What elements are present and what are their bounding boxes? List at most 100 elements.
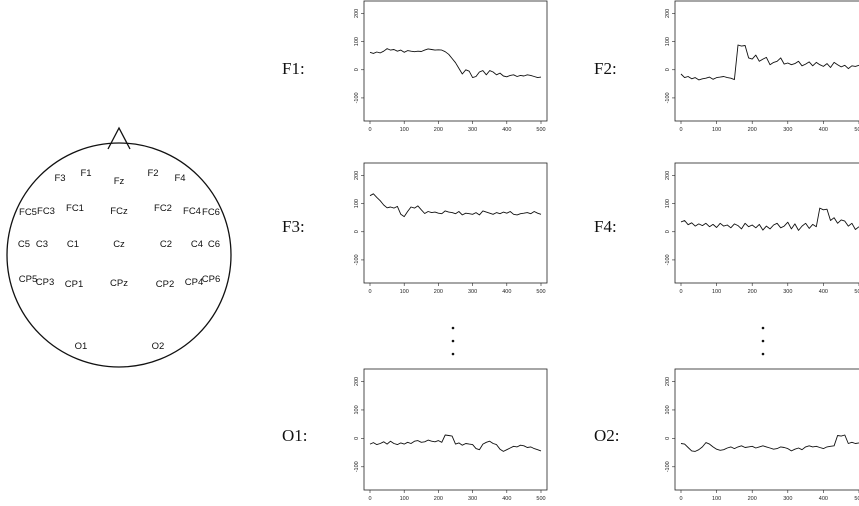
x-tick-label: 0 xyxy=(679,496,682,502)
x-tick-label: 300 xyxy=(783,289,792,295)
channel-plot-f2: F2: -100 0 100 200 0 100 200 300 400 500 xyxy=(594,1,859,133)
x-tick-label: 200 xyxy=(748,127,757,133)
x-tick-label: 400 xyxy=(502,289,511,295)
electrode-label-cp6: CP6 xyxy=(202,274,220,285)
electrode-label-fc1: FC1 xyxy=(66,203,84,214)
electrode-label-fc4: FC4 xyxy=(183,206,201,217)
ellipsis-dot xyxy=(762,340,765,343)
x-tick-label: 100 xyxy=(400,496,409,502)
plot-frame xyxy=(364,369,547,490)
y-tick-label: -100 xyxy=(354,254,360,265)
electrode-label-c4: C4 xyxy=(191,239,203,250)
x-tick-label: 200 xyxy=(434,127,443,133)
electrode-label-fcz: FCz xyxy=(110,206,128,217)
y-tick-label: 0 xyxy=(665,230,671,233)
x-tick-label: 400 xyxy=(819,127,828,133)
y-tick-label: 0 xyxy=(354,230,360,233)
electrode-label-fc5: FC5 xyxy=(19,207,37,218)
ellipsis-dot xyxy=(762,327,765,330)
ellipsis-dot xyxy=(452,327,455,330)
x-tick-label: 200 xyxy=(748,289,757,295)
channel-label: O2: xyxy=(594,426,620,445)
y-tick-label: 100 xyxy=(354,199,360,208)
y-tick-label: 200 xyxy=(665,171,671,180)
electrode-label-cp5: CP5 xyxy=(19,274,37,285)
y-tick-label: 200 xyxy=(665,9,671,18)
head-map: F3 F1 Fz F2 F4 FC5 FC3 FC1 FCz FC2 FC4 FC6 C5 C3 C1 Cz C… xyxy=(7,128,231,367)
x-tick-label: 100 xyxy=(712,496,721,502)
y-tick-label: 200 xyxy=(354,9,360,18)
electrode-label-c5: C5 xyxy=(18,239,30,250)
x-tick-label: 0 xyxy=(368,496,371,502)
series-line xyxy=(681,208,859,230)
x-tick-label: 300 xyxy=(468,496,477,502)
channel-label: F4: xyxy=(594,217,617,236)
x-tick-label: 300 xyxy=(468,289,477,295)
series-line xyxy=(370,194,541,217)
y-tick-label: 100 xyxy=(354,37,360,46)
electrode-label-cp1: CP1 xyxy=(65,279,83,290)
y-tick-label: -100 xyxy=(665,461,671,472)
x-tick-label: 0 xyxy=(679,127,682,133)
x-tick-label: 0 xyxy=(679,289,682,295)
y-tick-label: 100 xyxy=(665,405,671,414)
plot-frame xyxy=(675,369,859,490)
plot-frame xyxy=(364,163,547,283)
y-tick-label: -100 xyxy=(665,254,671,265)
y-tick-label: 100 xyxy=(354,405,360,414)
plot-frame xyxy=(364,1,547,121)
channel-label: F1: xyxy=(282,59,305,78)
channel-label: F2: xyxy=(594,59,617,78)
vertical-ellipsis-left xyxy=(452,327,455,356)
x-tick-label: 200 xyxy=(748,496,757,502)
electrode-label-cpz: CPz xyxy=(110,278,128,289)
electrode-label-fc3: FC3 xyxy=(37,206,55,217)
channel-label: F3: xyxy=(282,217,305,236)
y-tick-label: -100 xyxy=(665,92,671,103)
electrode-label-cp4: CP4 xyxy=(185,277,203,288)
x-tick-label: 500 xyxy=(536,127,545,133)
electrode-label-o1: O1 xyxy=(75,341,88,352)
y-tick-label: 0 xyxy=(354,68,360,71)
x-tick-label: 500 xyxy=(536,289,545,295)
channel-label: O1: xyxy=(282,426,308,445)
series-line xyxy=(681,435,859,451)
ellipsis-dot xyxy=(452,353,455,356)
electrode-label-fz: Fz xyxy=(114,176,125,187)
electrode-label-cp3: CP3 xyxy=(36,277,54,288)
electrode-label-o2: O2 xyxy=(152,341,165,352)
x-tick-label: 300 xyxy=(468,127,477,133)
series-line xyxy=(370,49,541,78)
x-tick-label: 100 xyxy=(400,289,409,295)
x-tick-label: 400 xyxy=(502,496,511,502)
x-tick-label: 500 xyxy=(854,289,859,295)
y-tick-label: -100 xyxy=(354,92,360,103)
channel-plot-f4: F4: -100 0 100 200 0 100 200 300 400 500 xyxy=(594,163,859,295)
channel-plot-o2: O2: -100 0 100 200 0 100 200 300 400 500 xyxy=(594,369,859,502)
y-tick-label: 200 xyxy=(665,377,671,386)
electrode-label-f3: F3 xyxy=(54,173,65,184)
plot-frame xyxy=(675,163,859,283)
electrode-label-c3: C3 xyxy=(36,239,48,250)
x-tick-label: 400 xyxy=(819,289,828,295)
series-line xyxy=(681,45,859,80)
x-tick-label: 100 xyxy=(712,127,721,133)
electrode-label-f2: F2 xyxy=(147,168,158,179)
x-tick-label: 200 xyxy=(434,289,443,295)
vertical-ellipsis-right xyxy=(762,327,765,356)
electrode-label-cp2: CP2 xyxy=(156,279,174,290)
channel-plot-o1: O1: -100 0 100 200 0 100 200 300 400 500 xyxy=(282,369,547,502)
electrode-label-c2: C2 xyxy=(160,239,172,250)
x-tick-label: 500 xyxy=(854,496,859,502)
y-tick-label: 200 xyxy=(354,377,360,386)
x-tick-label: 100 xyxy=(400,127,409,133)
electrode-label-c6: C6 xyxy=(208,239,220,250)
plot-frame xyxy=(675,1,859,121)
x-tick-label: 0 xyxy=(368,127,371,133)
y-tick-label: 100 xyxy=(665,37,671,46)
ellipsis-dot xyxy=(762,353,765,356)
x-tick-label: 500 xyxy=(854,127,859,133)
y-tick-label: 200 xyxy=(354,171,360,180)
electrode-label-fc6: FC6 xyxy=(202,207,220,218)
